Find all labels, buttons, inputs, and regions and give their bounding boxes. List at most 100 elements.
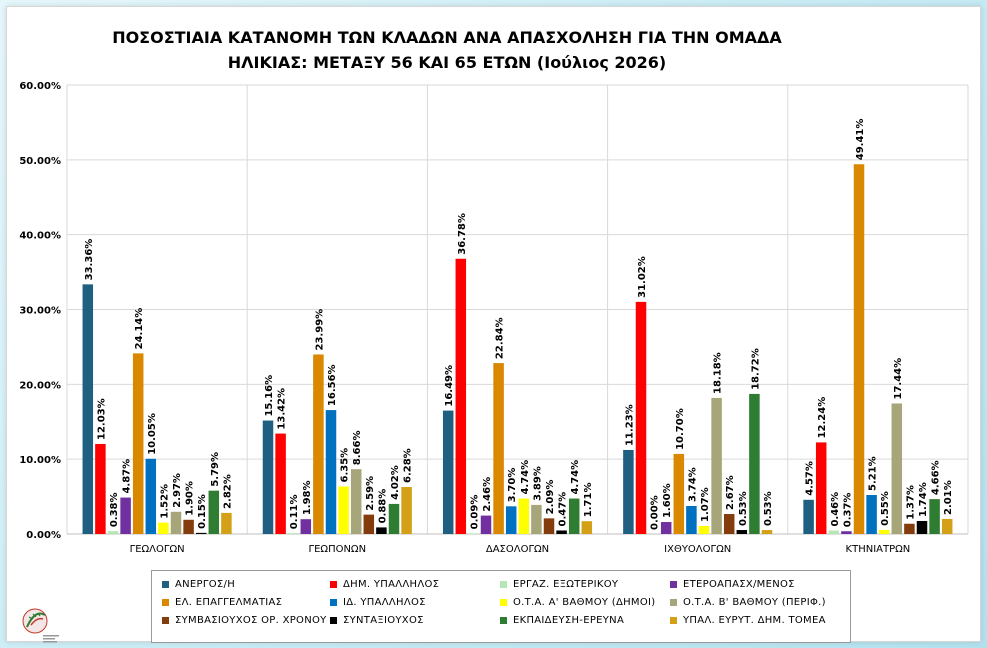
bar xyxy=(221,512,232,534)
data-label: 2.01% xyxy=(943,480,954,515)
data-label: 16.49% xyxy=(444,365,455,407)
bar xyxy=(505,506,517,534)
data-label: 0.00% xyxy=(650,495,661,530)
legend-swatch xyxy=(162,580,169,588)
legend-swatch xyxy=(670,616,677,624)
bar xyxy=(300,519,312,534)
legend-item: ΙΔ. ΥΠΑΛΛΗΛΟΣ xyxy=(330,593,500,611)
bar xyxy=(686,506,697,534)
data-label: 23.99% xyxy=(314,309,325,351)
bar xyxy=(878,529,890,534)
x-category-label: ΔΑΣΟΛΟΓΩΝ xyxy=(486,544,549,555)
bar xyxy=(891,403,903,534)
data-label: 5.79% xyxy=(210,452,221,487)
bar xyxy=(95,443,106,534)
data-label: 33.36% xyxy=(84,239,95,281)
bar xyxy=(581,521,593,534)
bar xyxy=(195,532,207,534)
data-label: 4.74% xyxy=(570,460,581,495)
bar xyxy=(749,393,760,534)
data-label: 2.46% xyxy=(482,477,493,512)
bar xyxy=(518,498,530,534)
data-label: 1.60% xyxy=(662,483,673,518)
bar xyxy=(866,495,877,534)
legend-item: ΣΥΝΤΑΞΙΟΥΧΟΣ xyxy=(330,611,500,629)
legend-label: ΔΗΜ. ΥΠΑΛΛΗΛΟΣ xyxy=(343,578,440,590)
legend-item: ΣΥΜΒΑΣΙΟΥΧΟΣ ΟΡ. ΧΡΟΝΟΥ xyxy=(162,611,330,629)
bar xyxy=(723,514,735,534)
chart-frame: ΠΟΣΟΣΤΙΑΙΑ ΚΑΤΑΝΟΜΗ ΤΩΝ ΚΛΑΔΩΝ ΑΝΑ ΑΠΑΣΧ… xyxy=(6,6,981,643)
data-label: 2.09% xyxy=(545,480,556,515)
bar xyxy=(531,504,542,534)
data-label: 31.02% xyxy=(637,256,648,298)
data-label: 0.47% xyxy=(558,492,569,527)
data-label: 4.57% xyxy=(805,461,816,496)
bar xyxy=(388,503,400,534)
legend-label: ΣΥΝΤΑΞΙΟΥΧΟΣ xyxy=(343,614,424,626)
legend-item: ΕΡΓΑΖ. ΕΞΩΤΕΡΙΚΟΥ xyxy=(500,575,670,593)
legend-label: ΕΚΠΑΙΔΕΥΣΗ-ΕΡΕΥΝΑ xyxy=(513,614,625,626)
legend-label: Ο.Τ.Α. Α' ΒΑΘΜΟΥ (ΔΗΜΟΙ) xyxy=(513,596,656,608)
data-label: 3.70% xyxy=(507,468,518,503)
data-label: 8.66% xyxy=(352,430,363,465)
data-label: 1.98% xyxy=(302,480,313,515)
data-label: 0.53% xyxy=(738,491,749,526)
legend-item: ΕΛ. ΕΠΑΓΓΕΛΜΑΤΙΑΣ xyxy=(162,593,330,611)
bar xyxy=(904,523,915,534)
bar xyxy=(313,354,324,534)
legend-item: ΕΤΕΡΟΑΠΑΣΧ/ΜΕΝΟΣ xyxy=(670,575,840,593)
data-label: 1.71% xyxy=(583,483,594,518)
legend-label: ΕΡΓΑΖ. ΕΞΩΤΕΡΙΚΟΥ xyxy=(513,578,619,590)
data-label: 1.74% xyxy=(918,482,929,517)
data-label: 2.67% xyxy=(725,475,736,510)
y-axis-tick-labels: 0.00% 10.00% 20.00% 30.00% 40.00% 50.00% 60.00… xyxy=(19,81,61,541)
data-label: 15.16% xyxy=(264,375,275,417)
data-label: 1.90% xyxy=(185,481,196,516)
legend-swatch xyxy=(670,598,677,606)
x-axis-category-labels: ΓΕΩΛΟΓΩΝ ΓΕΩΠΟΝΩΝ ΔΑΣΟΛΟΓΩΝ ΙΧΘΥΟΛΟΓΩΝ ΚΤΗΝΙ… xyxy=(130,544,911,555)
bar xyxy=(401,487,412,534)
bar xyxy=(455,258,467,534)
bar xyxy=(208,490,220,534)
gridlines xyxy=(66,84,969,535)
legend-label: ΕΤΕΡΟΑΠΑΣΧ/ΜΕΝΟΣ xyxy=(683,578,795,590)
bar xyxy=(338,486,349,534)
data-label: 17.44% xyxy=(893,358,904,400)
data-label: 4.02% xyxy=(390,465,401,500)
legend-item: ΥΠΑΛ. ΕΥΡΥΤ. ΔΗΜ. ΤΟΜΕΑ xyxy=(670,611,840,629)
data-label: 1.37% xyxy=(905,485,916,520)
organization-logo xyxy=(22,608,59,643)
data-label: 10.05% xyxy=(147,413,158,455)
bar xyxy=(158,522,169,534)
legend-label: Ο.Τ.Α. Β' ΒΑΘΜΟΥ (ΠΕΡΙΦ.) xyxy=(683,596,826,608)
data-label: 0.55% xyxy=(880,491,891,526)
bar xyxy=(660,522,672,534)
bar xyxy=(493,363,504,534)
legend-swatch xyxy=(162,616,169,624)
legend-item: ΕΚΠΑΙΔΕΥΣΗ-ΕΡΕΥΝΑ xyxy=(500,611,670,629)
legend-swatch xyxy=(500,616,507,624)
bar xyxy=(803,499,814,534)
x-category-label: ΙΧΘΥΟΛΟΓΩΝ xyxy=(664,544,731,555)
data-label: 0.53% xyxy=(763,491,774,526)
bar xyxy=(543,518,555,534)
y-tick-label: 20.00% xyxy=(19,380,61,391)
chart-title-line-1: ΠΟΣΟΣΤΙΑΙΑ ΚΑΤΑΝΟΜΗ ΤΩΝ ΚΛΑΔΩΝ ΑΝΑ ΑΠΑΣΧ… xyxy=(112,28,782,47)
data-label: 1.07% xyxy=(700,487,711,522)
data-label: 0.15% xyxy=(197,494,208,529)
legend-label: ΣΥΜΒΑΣΙΟΥΧΟΣ ΟΡ. ΧΡΟΝΟΥ xyxy=(175,614,327,626)
bar xyxy=(698,525,710,534)
data-label: 4.66% xyxy=(931,460,942,495)
data-label: 6.35% xyxy=(340,448,351,483)
bar xyxy=(442,410,454,534)
data-label: 2.97% xyxy=(172,473,183,508)
bar xyxy=(568,498,580,534)
bar xyxy=(120,497,131,534)
y-tick-label: 60.00% xyxy=(19,81,61,92)
x-category-label: ΓΕΩΠΟΝΩΝ xyxy=(309,544,367,555)
data-label: 0.38% xyxy=(109,492,120,527)
legend-item: ΔΗΜ. ΥΠΑΛΛΗΛΟΣ xyxy=(330,575,500,593)
chart-title-line-2: ΗΛΙΚΙΑΣ: ΜΕΤΑΞΥ 56 ΚΑΙ 65 ΕΤΩΝ (Ιούλιος … xyxy=(227,53,667,72)
data-label: 24.14% xyxy=(134,308,145,350)
chart-title: ΠΟΣΟΣΤΙΑΙΑ ΚΑΤΑΝΟΜΗ ΤΩΝ ΚΛΑΔΩΝ ΑΝΑ ΑΠΑΣΧ… xyxy=(7,25,887,75)
